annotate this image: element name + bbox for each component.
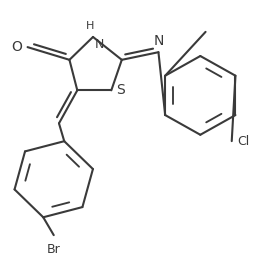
Text: H: H [86,21,95,31]
Text: Br: Br [47,243,60,256]
Text: N: N [94,38,104,51]
Text: Cl: Cl [237,135,249,148]
Text: N: N [153,34,164,48]
Text: O: O [12,40,22,54]
Text: S: S [116,83,125,97]
